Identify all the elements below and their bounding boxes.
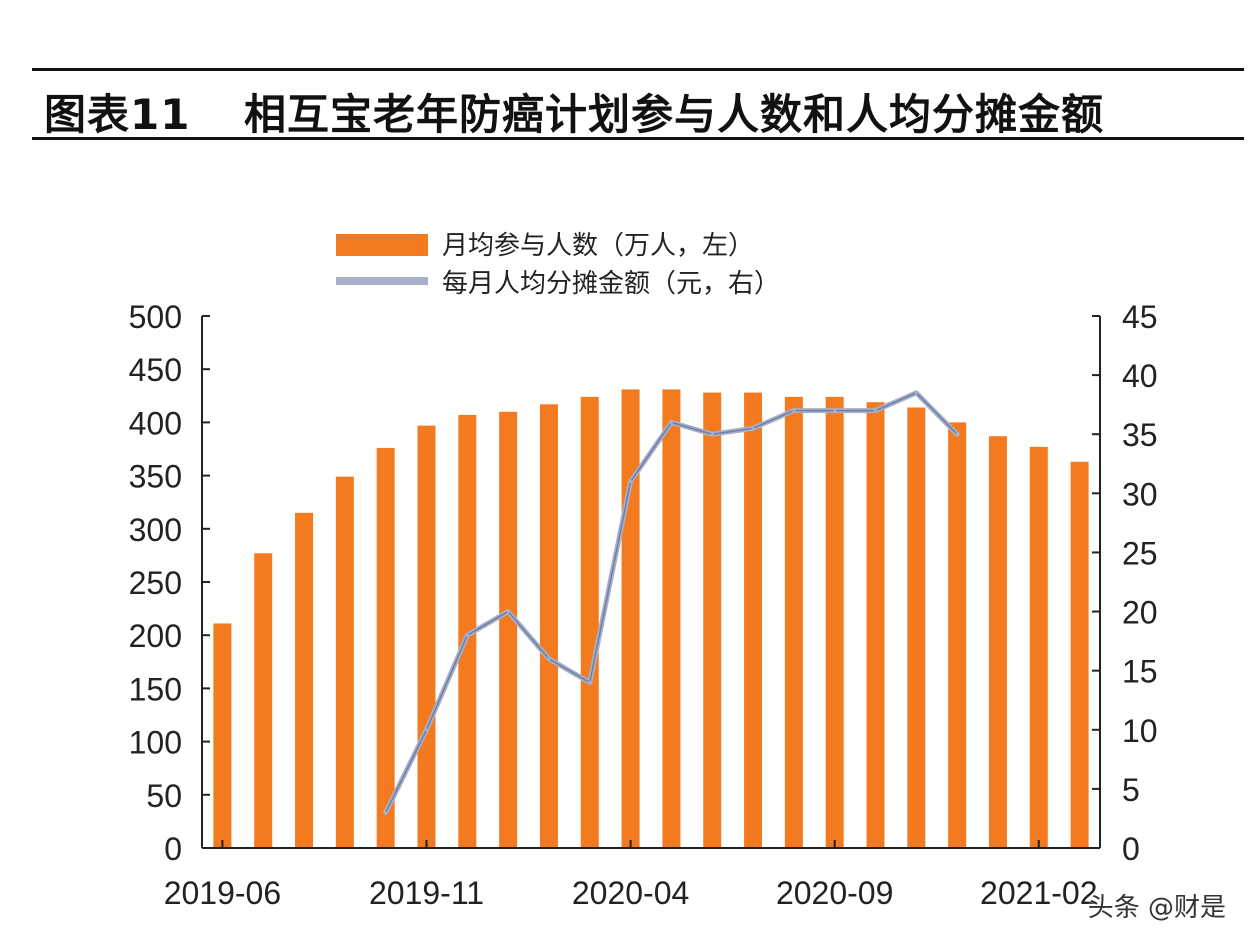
line-point-2020-08 [792, 409, 796, 413]
y-right-tick-label: 25 [1122, 535, 1158, 571]
line-point-2020-06 [710, 432, 714, 436]
y-left-tick-label: 250 [129, 565, 182, 601]
line-point-2020-01 [506, 610, 510, 614]
bar-2020-01 [499, 411, 518, 848]
line-point-2019-10 [384, 811, 388, 815]
y-right-tick-label: 20 [1122, 595, 1158, 631]
bar-2020-03 [580, 396, 599, 848]
bar-series [213, 389, 1089, 848]
line-point-2020-05 [669, 420, 673, 424]
bar-2020-04 [621, 389, 640, 848]
line-point-2020-12 [955, 432, 959, 436]
y-left-tick-label: 400 [129, 405, 182, 441]
bar-2021-03 [1070, 461, 1089, 848]
line-point-2019-12 [465, 633, 469, 637]
bar-2019-09 [335, 476, 354, 848]
bar-2020-10 [866, 402, 885, 848]
x-tick-label: 2019-06 [164, 875, 281, 911]
y-right-tick-label: 35 [1122, 417, 1158, 453]
y-left-tick-label: 50 [146, 778, 182, 814]
line-point-2020-11 [914, 391, 918, 395]
bar-2019-12 [458, 414, 477, 848]
bar-2020-12 [948, 422, 967, 848]
legend-line-swatch [336, 277, 428, 285]
y-left-tick-label: 300 [129, 512, 182, 548]
y-right-tick-label: 40 [1122, 358, 1158, 394]
x-tick-label: 2020-09 [776, 875, 893, 911]
bar-2020-02 [539, 404, 558, 848]
y-left-tick-label: 100 [129, 725, 182, 761]
y-right-tick-label: 30 [1122, 476, 1158, 512]
y-left-tick-label: 350 [129, 459, 182, 495]
y-left-tick-label: 150 [129, 671, 182, 707]
y-right-tick-label: 5 [1122, 772, 1140, 808]
bar-2020-09 [825, 396, 844, 848]
line-point-2020-07 [751, 426, 755, 430]
x-tick-label: 2019-11 [369, 875, 484, 911]
line-point-2020-09 [833, 409, 837, 413]
figure-label: 图表11 [44, 90, 191, 139]
legend-bar-label: 月均参与人数（万人，左） [442, 231, 754, 261]
y-right-tick-label: 15 [1122, 654, 1158, 690]
bar-2021-01 [988, 436, 1007, 848]
bar-2020-07 [744, 392, 763, 848]
y-left-tick-label: 0 [164, 831, 182, 867]
bar-2020-05 [662, 389, 681, 848]
legend-line-label: 每月人均分摊金额（元，右） [442, 269, 780, 299]
watermark: 头条 @财是 [1087, 893, 1226, 923]
title-bar: 图表11 相互宝老年防癌计划参与人数和人均分摊金额 [32, 68, 1244, 140]
bar-2019-06 [213, 623, 232, 848]
legend-bar-swatch [336, 234, 428, 256]
x-tick-label: 2021-02 [980, 875, 1097, 911]
bar-2020-11 [907, 407, 926, 848]
line-point-2020-03 [588, 680, 592, 684]
bar-2019-10 [376, 447, 395, 848]
bar-2019-07 [254, 553, 273, 848]
bar-2019-11 [417, 425, 436, 848]
y-right-tick-label: 10 [1122, 713, 1158, 749]
axes: 0 50 100 150 200 250 300 350 400 450 500 0 5 10 15 20 25… [129, 299, 1158, 911]
bar-2019-08 [295, 512, 314, 848]
y-right-tick-label: 45 [1122, 299, 1158, 335]
chart-title: 相互宝老年防癌计划参与人数和人均分摊金额 [244, 90, 1105, 139]
y-left-tick-label: 200 [129, 618, 182, 654]
bar-2020-08 [784, 396, 803, 848]
y-left-tick-label: 500 [129, 299, 182, 335]
line-point-2020-02 [547, 657, 551, 661]
x-tick-label: 2020-04 [572, 875, 689, 911]
legend: 月均参与人数（万人，左） 每月人均分摊金额（元，右） [336, 231, 780, 299]
y-left-tick-label: 450 [129, 352, 182, 388]
line-point-2020-10 [874, 409, 877, 413]
line-point-2019-11 [425, 728, 428, 732]
y-right-tick-label: 0 [1122, 831, 1140, 867]
bar-2021-02 [1029, 446, 1048, 848]
line-point-2020-04 [629, 480, 633, 484]
line-series [383, 390, 960, 816]
bar-2020-06 [703, 392, 722, 848]
